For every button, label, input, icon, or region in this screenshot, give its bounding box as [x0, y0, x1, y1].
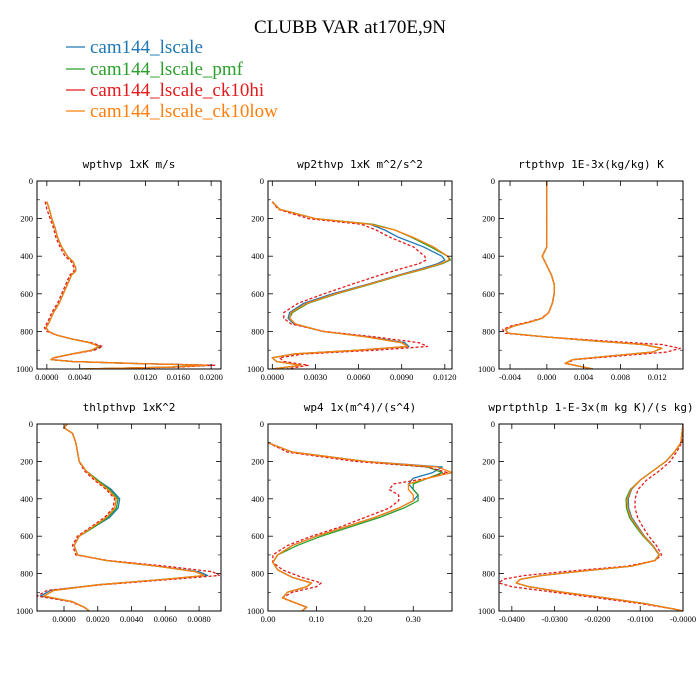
y-tick-label: 200	[251, 456, 264, 466]
x-tick-label: 0.0000	[261, 372, 284, 382]
legend-label: cam144_lscale	[90, 37, 203, 58]
legend-item: cam144_lscale	[66, 37, 203, 58]
x-tick-label: 0.0040	[120, 614, 143, 624]
y-tick-label: 600	[251, 289, 264, 299]
legend-item: cam144_lscale_pmf	[66, 59, 244, 80]
x-tick-label: 0.0160	[167, 372, 190, 382]
x-tick-label: 0.30	[406, 614, 421, 624]
y-tick-label: 400	[20, 494, 33, 504]
x-tick-label: 0.10	[309, 614, 324, 624]
series-line	[268, 442, 448, 611]
y-tick-label: 600	[20, 531, 33, 541]
x-tick-label: 0.000	[537, 372, 556, 382]
series-line	[502, 181, 681, 369]
x-tick-label: 0.0020	[86, 614, 109, 624]
chart-panel: rtpthvp 1E-3x(kg/kg) K 0 200 400 600 800 1000-…	[478, 158, 684, 382]
y-tick-label: 400	[251, 251, 264, 261]
y-tick-label: 800	[20, 569, 33, 579]
series-line	[499, 424, 683, 611]
y-tick-label: 200	[482, 214, 495, 224]
series-line	[268, 442, 452, 611]
legend-item: cam144_lscale_ck10low	[66, 101, 278, 122]
y-tick-label: 200	[20, 456, 33, 466]
x-tick-label: -0.004	[499, 372, 522, 382]
figure-title: CLUBB VAR at170E,9N	[254, 17, 446, 38]
y-tick-label: 0	[260, 176, 264, 186]
series-line	[271, 201, 450, 369]
panel-title: rtpthvp 1E-3x(kg/kg) K	[518, 158, 664, 171]
y-tick-label: 0	[260, 419, 264, 429]
x-tick-label: 0.0030	[304, 372, 327, 382]
x-tick-label: -0.0100	[627, 614, 653, 624]
y-tick-label: 800	[20, 326, 33, 336]
y-tick-label: 800	[482, 326, 495, 336]
y-tick-label: 0	[491, 176, 495, 186]
y-tick-label: 800	[251, 569, 264, 579]
series-line	[43, 424, 205, 611]
legend: cam144_lscale cam144_lscale_pmf cam144_l…	[66, 37, 278, 122]
x-tick-label: 0.0060	[154, 614, 177, 624]
x-tick-label: 0.0120	[134, 372, 157, 382]
series-line	[515, 424, 683, 611]
x-tick-label: 0.0000	[52, 614, 75, 624]
y-tick-label: 1000	[247, 606, 264, 616]
panel-title: thlpthvp 1xK^2	[83, 401, 176, 414]
series-line	[45, 201, 208, 369]
x-tick-label: 0.0040	[68, 372, 91, 382]
y-tick-label: 1000	[16, 606, 33, 616]
y-tick-label: 1000	[247, 364, 264, 374]
y-tick-label: 0	[29, 176, 33, 186]
y-tick-label: 200	[251, 214, 264, 224]
x-tick-label: 0.0000	[35, 372, 58, 382]
chart-panel: wp2thvp 1xK m^2/s^2020040060080010000.00…	[247, 158, 457, 382]
x-tick-label: 0.0200	[199, 372, 222, 382]
series-line	[504, 181, 663, 369]
x-tick-label: 0.0080	[187, 614, 210, 624]
x-tick-label: 0.0060	[347, 372, 370, 382]
x-tick-label: 0.0120	[433, 372, 456, 382]
panel-title: wprtpthlp 1-E-3x(m kg K)/(s kg)	[488, 401, 693, 414]
y-tick-label: 400	[482, 494, 495, 504]
panel-title: wp4 1x(m^4)/(s^4)	[304, 401, 417, 414]
x-tick-label: 0.20	[357, 614, 372, 624]
y-tick-label: 600	[482, 289, 495, 299]
chart-panel: wprtpthlp 1-E-3x(m kg K)/(s kg) 0 200 400 60…	[478, 401, 696, 624]
y-tick-label: 200	[20, 214, 33, 224]
chart-panel: thlpthvp 1xK^2 0 200 400 600 800 1000 0.0000 0.0…	[16, 401, 222, 624]
y-tick-label: 600	[251, 531, 264, 541]
legend-label: cam144_lscale_ck10hi	[90, 80, 264, 101]
x-tick-label: -0.0000	[670, 614, 696, 624]
panel-title: wp2thvp 1xK m^2/s^2	[297, 158, 423, 171]
y-tick-label: 600	[20, 289, 33, 299]
y-tick-label: 1000	[478, 364, 495, 374]
x-tick-label: 0.0090	[390, 372, 413, 382]
y-tick-label: 200	[482, 456, 495, 466]
y-tick-label: 400	[251, 494, 264, 504]
legend-item: cam144_lscale_ck10hi	[66, 80, 264, 101]
y-tick-label: 800	[482, 569, 495, 579]
y-tick-label: 400	[482, 251, 495, 261]
series-line	[271, 201, 429, 369]
x-tick-label: -0.0200	[584, 614, 610, 624]
x-tick-label: 0.012	[648, 372, 667, 382]
x-tick-label: 0.008	[611, 372, 630, 382]
x-tick-label: 0.004	[574, 372, 594, 382]
legend-label: cam144_lscale_ck10low	[90, 101, 278, 122]
x-tick-label: -0.0400	[499, 614, 525, 624]
y-tick-label: 0	[491, 419, 495, 429]
y-tick-label: 800	[251, 326, 264, 336]
y-tick-label: 1000	[478, 606, 495, 616]
legend-label: cam144_lscale_pmf	[90, 59, 244, 80]
panel-title: wpthvp 1xK m/s	[83, 158, 176, 171]
y-tick-label: 0	[29, 419, 33, 429]
x-tick-label: -0.0300	[542, 614, 568, 624]
y-tick-label: 400	[20, 251, 33, 261]
x-tick-label: 0.00	[261, 614, 276, 624]
y-tick-label: 1000	[16, 364, 33, 374]
y-tick-label: 600	[482, 531, 495, 541]
